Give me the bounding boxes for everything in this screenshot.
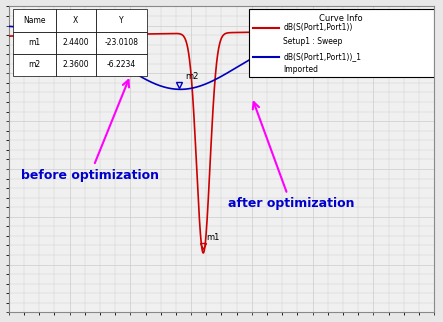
- Text: Setup1 : Sweep: Setup1 : Sweep: [283, 37, 342, 46]
- Text: Curve Info: Curve Info: [319, 14, 362, 23]
- Text: -23.0108: -23.0108: [105, 38, 139, 47]
- Text: before optimization: before optimization: [21, 80, 159, 182]
- Text: Imported: Imported: [283, 65, 318, 74]
- Bar: [56, 32, 96, 53]
- Text: dB(S(Port1,Port1))_1: dB(S(Port1,Port1))_1: [283, 52, 361, 62]
- Bar: [96, 10, 147, 32]
- Text: m1: m1: [206, 233, 220, 242]
- Bar: [56, 53, 96, 76]
- Bar: [13, 10, 56, 32]
- Text: dB(S(Port1,Port1)): dB(S(Port1,Port1)): [283, 24, 353, 32]
- Text: Name: Name: [23, 16, 46, 25]
- Bar: [249, 10, 434, 77]
- Text: Y: Y: [119, 16, 124, 25]
- Text: m2: m2: [28, 60, 40, 69]
- Text: m1: m1: [28, 38, 40, 47]
- Text: 2.4400: 2.4400: [62, 38, 89, 47]
- Text: 2.3600: 2.3600: [62, 60, 89, 69]
- Text: X: X: [73, 16, 78, 25]
- Text: after optimization: after optimization: [228, 102, 354, 210]
- Bar: [56, 10, 96, 32]
- Bar: [96, 53, 147, 76]
- Text: -6.2234: -6.2234: [107, 60, 136, 69]
- Bar: [13, 32, 56, 53]
- Bar: [96, 32, 147, 53]
- Bar: [13, 53, 56, 76]
- Text: m2: m2: [185, 72, 198, 81]
